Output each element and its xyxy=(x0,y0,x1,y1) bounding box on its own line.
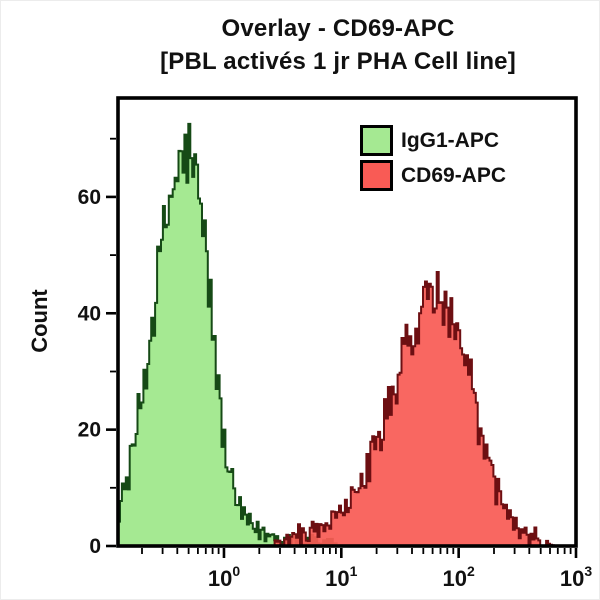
x-tick-label: 103 xyxy=(560,563,592,591)
x-axis-tick-labels: 100 101 102 103 xyxy=(208,563,593,591)
histogram-area xyxy=(119,122,559,546)
x-tick-label: 102 xyxy=(443,563,475,591)
legend-swatch-cd69 xyxy=(360,160,393,191)
chart-subtitle: [PBL activés 1 jr PHA Cell line] xyxy=(160,48,516,75)
legend-swatch-igg1 xyxy=(360,125,393,156)
y-tick-label: 40 xyxy=(78,302,101,325)
x-tick-label: 100 xyxy=(208,563,240,591)
legend: IgG1-APC CD69-APC xyxy=(360,125,506,195)
y-axis-tick-labels: 0 20 40 60 xyxy=(78,186,101,558)
histogram-cd69-apc xyxy=(269,271,559,546)
plot-frame xyxy=(116,96,578,548)
histogram-igg1-apc xyxy=(119,122,340,546)
legend-item-cd69: CD69-APC xyxy=(360,160,506,191)
axis-ticks xyxy=(106,137,578,558)
y-tick-label: 60 xyxy=(78,186,101,209)
chart-title: Overlay - CD69-APC xyxy=(221,15,455,42)
legend-item-igg1: IgG1-APC xyxy=(360,125,506,156)
y-tick-label: 20 xyxy=(78,419,101,442)
legend-label-igg1: IgG1-APC xyxy=(401,128,500,152)
y-tick-label: 0 xyxy=(89,535,101,558)
x-tick-label: 101 xyxy=(325,563,357,591)
legend-label-cd69: CD69-APC xyxy=(401,163,507,187)
